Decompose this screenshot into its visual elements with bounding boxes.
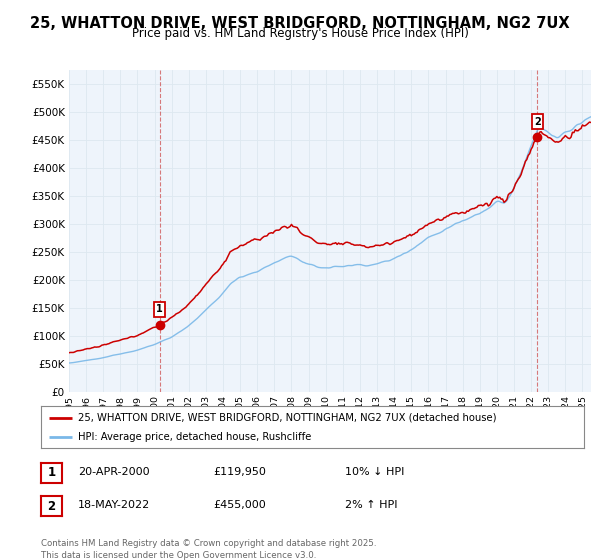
Text: £455,000: £455,000 — [213, 500, 266, 510]
Text: HPI: Average price, detached house, Rushcliffe: HPI: Average price, detached house, Rush… — [78, 432, 311, 442]
Text: 18-MAY-2022: 18-MAY-2022 — [78, 500, 150, 510]
Text: Contains HM Land Registry data © Crown copyright and database right 2025.
This d: Contains HM Land Registry data © Crown c… — [41, 539, 376, 559]
Text: 1: 1 — [156, 304, 163, 314]
Text: Price paid vs. HM Land Registry's House Price Index (HPI): Price paid vs. HM Land Registry's House … — [131, 27, 469, 40]
Text: £119,950: £119,950 — [213, 466, 266, 477]
Text: 25, WHATTON DRIVE, WEST BRIDGFORD, NOTTINGHAM, NG2 7UX (detached house): 25, WHATTON DRIVE, WEST BRIDGFORD, NOTTI… — [78, 413, 496, 423]
Text: 25, WHATTON DRIVE, WEST BRIDGFORD, NOTTINGHAM, NG2 7UX: 25, WHATTON DRIVE, WEST BRIDGFORD, NOTTI… — [30, 16, 570, 31]
Text: 2: 2 — [534, 116, 541, 127]
Text: 2% ↑ HPI: 2% ↑ HPI — [345, 500, 398, 510]
Text: 2: 2 — [47, 500, 56, 513]
Text: 1: 1 — [47, 466, 56, 479]
Text: 10% ↓ HPI: 10% ↓ HPI — [345, 466, 404, 477]
Text: 20-APR-2000: 20-APR-2000 — [78, 466, 149, 477]
